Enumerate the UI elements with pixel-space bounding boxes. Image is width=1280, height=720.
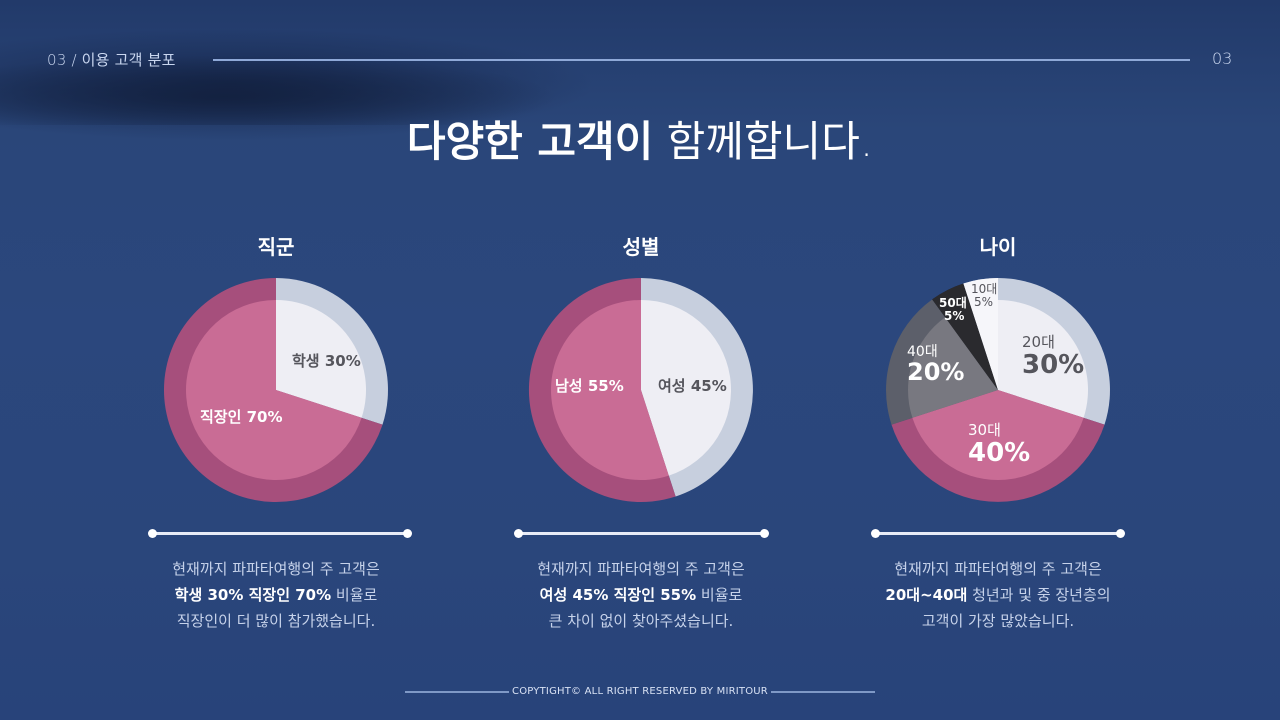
slice-female-inner bbox=[641, 300, 732, 476]
slice-40s-inner bbox=[908, 317, 998, 418]
desc-line-1: 현재까지 파파타여행의 주 고객은 bbox=[894, 560, 1102, 578]
label-30s-pct: 40% bbox=[968, 438, 1031, 468]
label-50s-pct: 5% bbox=[944, 309, 965, 323]
desc-rest: 비율로 bbox=[331, 586, 378, 604]
pie-gender: 여성 45% 남성 55% bbox=[528, 278, 753, 502]
breadcrumb: 03 / 이용 고객 분포 bbox=[47, 51, 176, 69]
slice-worker-inner bbox=[186, 300, 362, 480]
description: 현재까지 파파타여행의 주 고객은 여성 45% 직장인 55% 비율로 큰 차… bbox=[481, 556, 801, 634]
label-40s-age: 40대 bbox=[907, 344, 938, 360]
slice-student-inner bbox=[276, 300, 367, 418]
page-number: 03 bbox=[1212, 49, 1233, 68]
label-male: 남성 55% bbox=[555, 377, 624, 395]
desc-rest: 비율로 bbox=[696, 586, 743, 604]
desc-highlight: 20대~40대 bbox=[885, 586, 968, 604]
footer-divider-left bbox=[405, 691, 509, 693]
pie-occupation: 학생 30% 직장인 70% bbox=[163, 278, 388, 502]
label-30s-age: 30대 bbox=[968, 421, 1001, 439]
slice-20s-inner bbox=[998, 300, 1089, 418]
desc-line-2: 학생 30% 직장인 70% 비율로 bbox=[116, 582, 436, 608]
chart-title: 성별 bbox=[622, 235, 660, 259]
desc-line-3: 큰 차이 없이 찾아주셨습니다. bbox=[548, 612, 734, 630]
pie-svg bbox=[528, 278, 753, 502]
desc-highlight: 학생 30% 직장인 70% bbox=[174, 586, 332, 604]
description: 현재까지 파파타여행의 주 고객은 학생 30% 직장인 70% 비율로 직장인… bbox=[116, 556, 436, 634]
chart-occupation: 직군 학생 30% 직장인 70% 현재까지 파파타여행의 주 고객은 학생 3… bbox=[116, 232, 436, 630]
desc-line-1: 현재까지 파파타여행의 주 고객은 bbox=[172, 560, 380, 578]
footer-copyright: COPYTIGHT© ALL RIGHT RESERVED BY MIRITOU… bbox=[512, 686, 768, 697]
label-worker: 직장인 70% bbox=[200, 408, 283, 426]
footer-divider-right bbox=[771, 691, 875, 693]
section-divider bbox=[514, 529, 769, 538]
desc-line-3: 직장인이 더 많이 참가했습니다. bbox=[176, 612, 376, 630]
label-50s-age: 50대 bbox=[939, 296, 967, 310]
slice-male-inner bbox=[551, 300, 669, 480]
label-10s-age: 10대 bbox=[971, 282, 998, 296]
chart-gender: 성별 여성 45% 남성 55% 현재까지 파파타여행의 주 고객은 여성 45… bbox=[481, 232, 801, 630]
section-divider bbox=[148, 529, 412, 538]
section-divider bbox=[871, 529, 1125, 538]
header-divider bbox=[213, 59, 1190, 61]
pie-svg bbox=[886, 278, 1110, 502]
label-student: 학생 30% bbox=[292, 352, 361, 370]
desc-line-3: 고객이 가장 많았습니다. bbox=[921, 612, 1075, 630]
pie-svg bbox=[163, 278, 388, 502]
slice-30s-inner bbox=[912, 390, 1084, 481]
title-light: 함께합니다. bbox=[653, 117, 874, 166]
label-female: 여성 45% bbox=[658, 377, 727, 395]
desc-line-1: 현재까지 파파타여행의 주 고객은 bbox=[537, 560, 745, 578]
label-20s-age: 20대 bbox=[1022, 333, 1055, 351]
label-20s-pct: 30% bbox=[1022, 350, 1085, 380]
chart-title: 나이 bbox=[979, 235, 1017, 259]
chart-title: 직군 bbox=[257, 235, 295, 259]
label-40s-pct: 20% bbox=[907, 358, 965, 386]
slice-10s-inner bbox=[963, 278, 998, 390]
desc-rest: 청년과 및 중 장년층의 bbox=[967, 586, 1111, 604]
background-coastline bbox=[0, 55, 560, 125]
page-title: 다양한 고객이 함께합니다. bbox=[0, 112, 1280, 172]
title-bold: 다양한 고객이 bbox=[406, 117, 654, 166]
slice-50s-inner bbox=[932, 283, 998, 390]
label-10s-pct: 5% bbox=[974, 295, 994, 309]
desc-line-2: 여성 45% 직장인 55% 비율로 bbox=[481, 582, 801, 608]
desc-line-2: 20대~40대 청년과 및 중 장년층의 bbox=[838, 582, 1158, 608]
description: 현재까지 파파타여행의 주 고객은 20대~40대 청년과 및 중 장년층의 고… bbox=[838, 556, 1158, 634]
chart-age: 나이 20대 30% 30대 40% 40대 20% 50대 5% 10대 5% bbox=[838, 232, 1158, 630]
desc-highlight: 여성 45% 직장인 55% bbox=[539, 586, 697, 604]
pie-age: 20대 30% 30대 40% 40대 20% 50대 5% 10대 5% bbox=[886, 278, 1110, 502]
